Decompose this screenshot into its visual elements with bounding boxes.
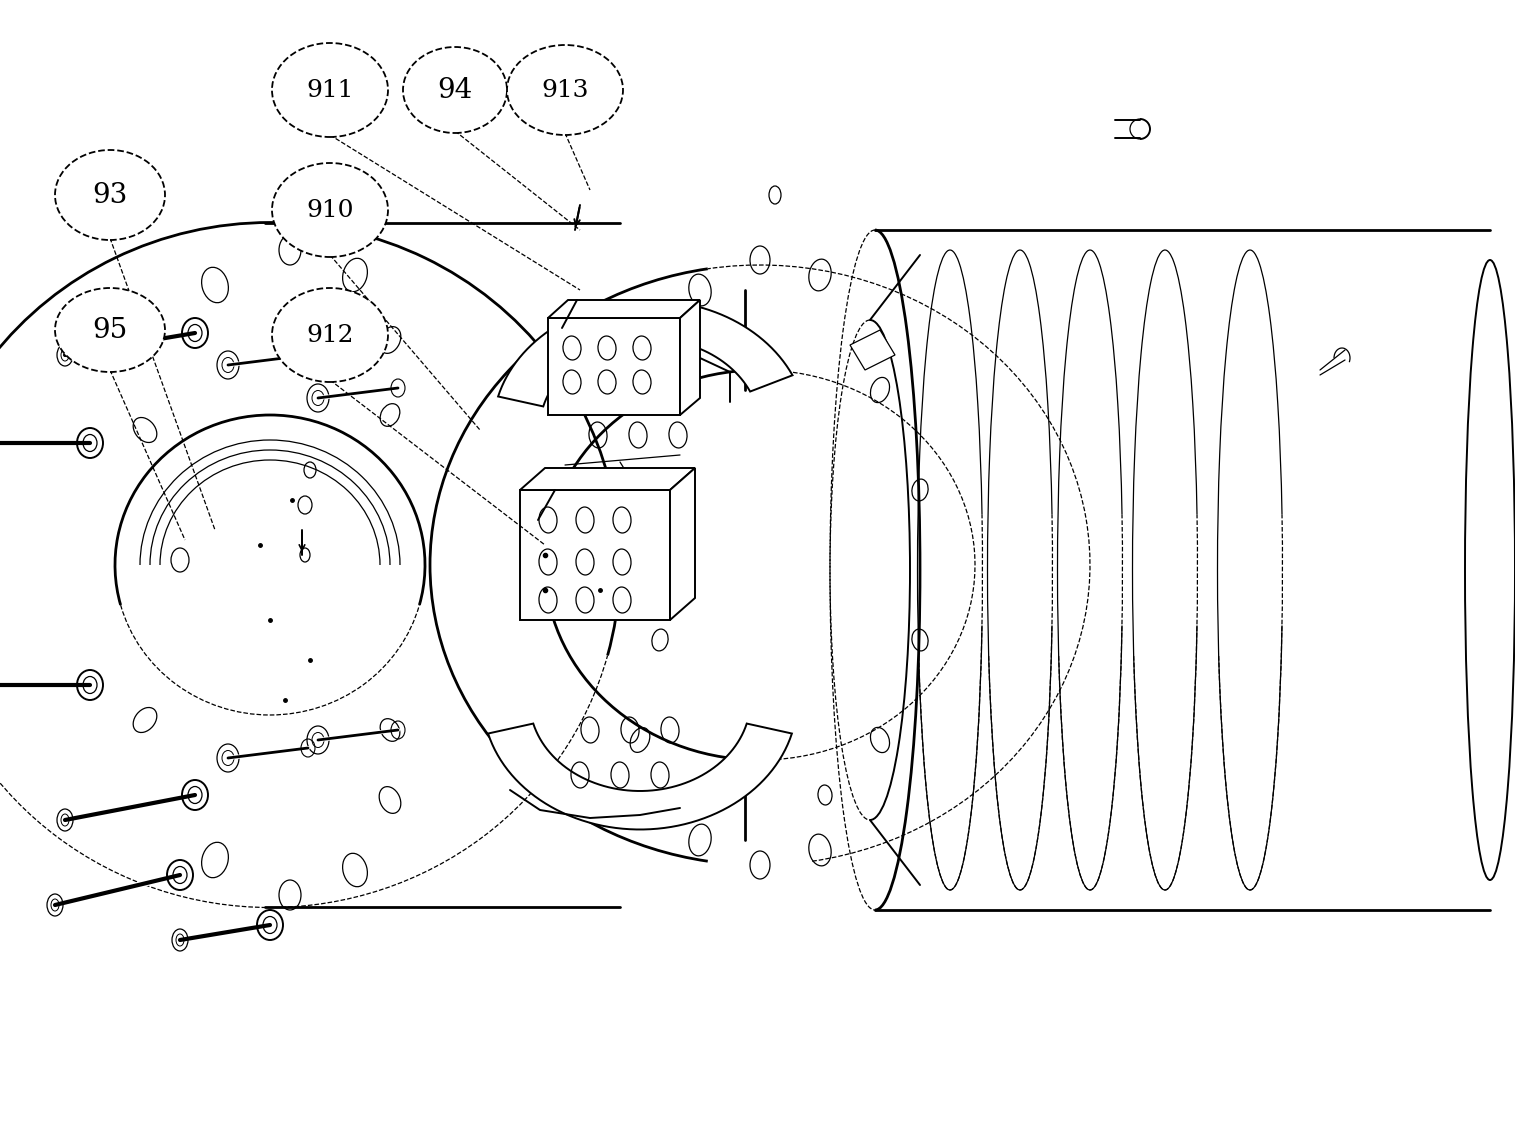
Text: 910: 910 (306, 199, 353, 221)
Text: 913: 913 (541, 79, 589, 101)
Ellipse shape (273, 43, 388, 137)
Ellipse shape (55, 150, 165, 240)
Polygon shape (520, 468, 695, 490)
Ellipse shape (273, 163, 388, 257)
Ellipse shape (55, 288, 165, 373)
Polygon shape (488, 724, 792, 829)
Text: 911: 911 (306, 79, 353, 101)
Text: 912: 912 (306, 323, 353, 347)
Polygon shape (520, 490, 670, 620)
Polygon shape (498, 301, 792, 406)
Polygon shape (850, 330, 895, 370)
Ellipse shape (508, 45, 623, 135)
Text: 93: 93 (92, 182, 127, 209)
Polygon shape (548, 300, 700, 318)
Ellipse shape (403, 47, 508, 134)
Polygon shape (670, 468, 695, 620)
Ellipse shape (273, 288, 388, 381)
Polygon shape (680, 300, 700, 415)
Polygon shape (548, 318, 680, 415)
Text: 94: 94 (438, 76, 473, 103)
Text: 95: 95 (92, 316, 127, 343)
